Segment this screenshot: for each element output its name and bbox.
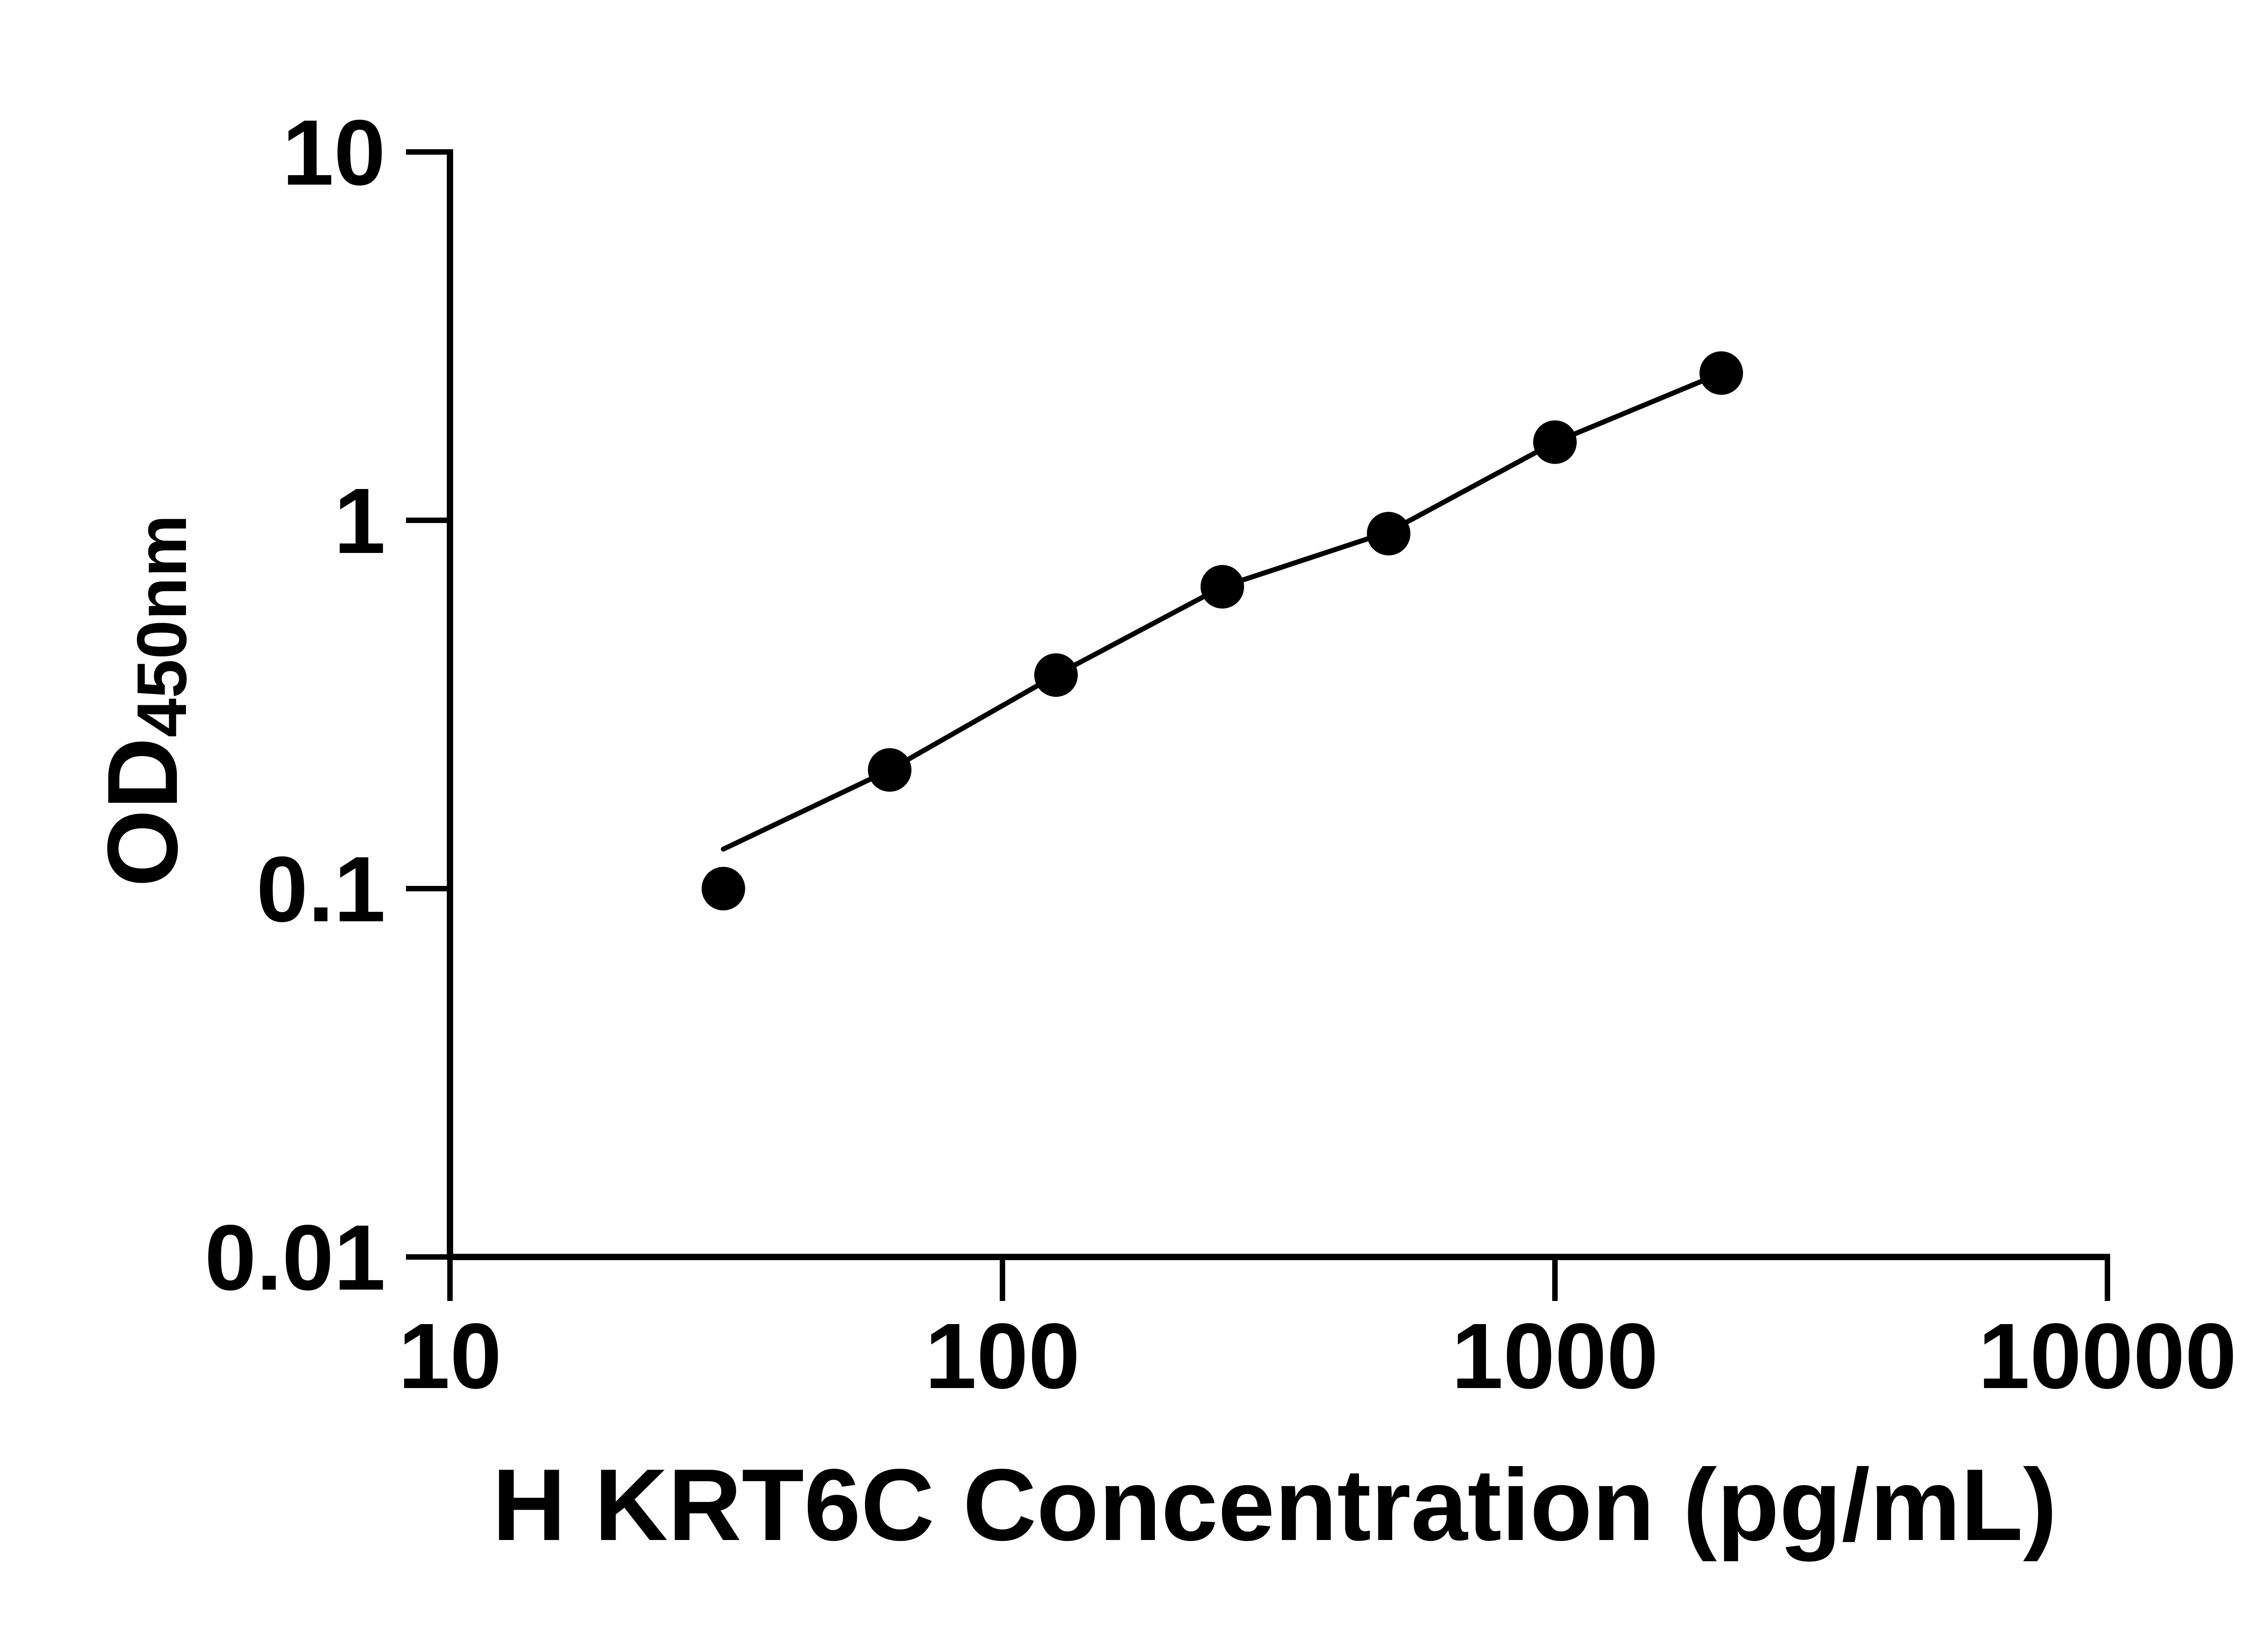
x-tick-label: 100 [925,1304,1080,1408]
x-tick-label: 10 [398,1304,502,1408]
y-tick-label: 0.01 [205,1206,386,1310]
x-axis-title: H KRT6C Concentration (pg/mL) [492,1447,2057,1562]
data-point-marker [1200,565,1244,609]
x-tick-label: 10000 [1978,1304,2237,1408]
y-tick-label: 1 [334,469,386,573]
y-axis-title-subscript: 450nm [122,514,201,737]
data-point-marker [1533,420,1577,464]
data-point-marker [701,867,745,910]
data-point-marker [1699,351,1743,395]
data-series-layer [701,351,1743,910]
data-point-marker [1034,653,1078,697]
y-axis-title-main: OD [87,738,198,887]
data-point-marker [868,748,912,792]
y-tick-label: 10 [282,101,386,205]
x-tick-label: 1000 [1452,1304,1658,1408]
y-axis-title: OD450nm [87,514,201,887]
data-point-marker [1367,512,1411,556]
y-tick-label: 0.1 [256,837,386,941]
